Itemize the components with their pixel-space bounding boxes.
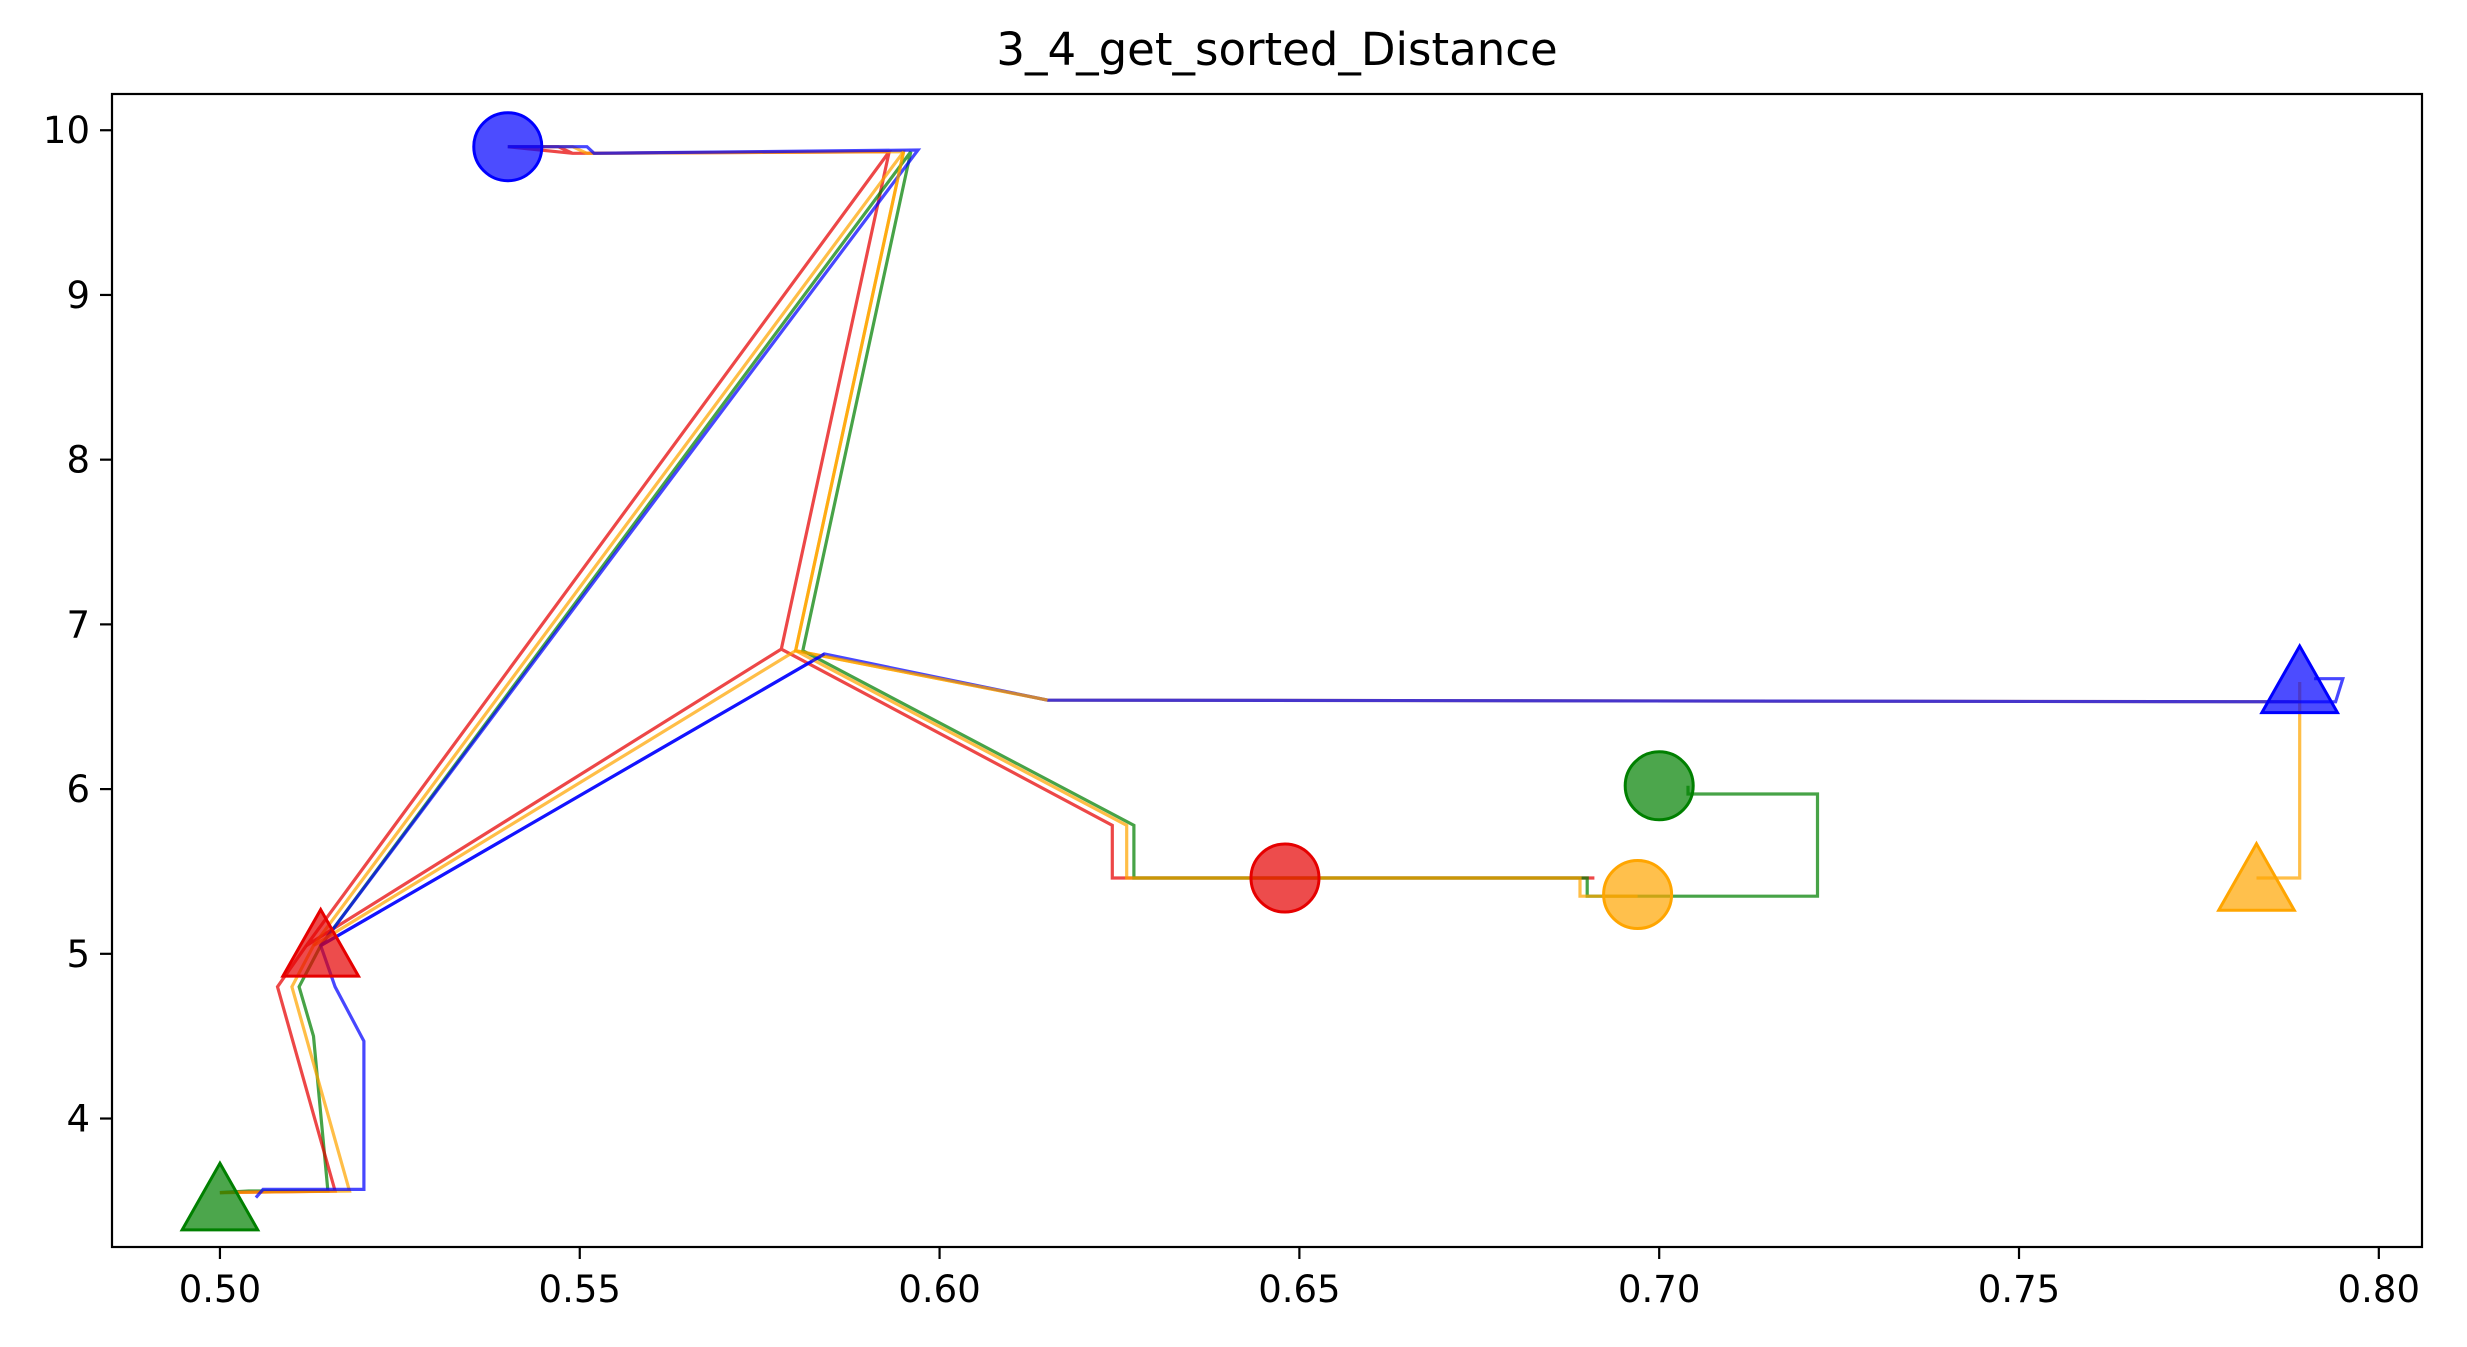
marker-layer [179,111,2341,1232]
start-marker-1 [1249,842,1321,914]
y-tick-label-0: 4 [66,1098,90,1141]
series-line-7 [312,150,905,947]
x-tick-label-1: 0.55 [539,1268,621,1311]
x-tick-label-4: 0.70 [1618,1268,1700,1311]
plot-frame [110,92,2424,1249]
series-line-2 [219,150,1820,1195]
start-marker-3 [1602,859,1674,931]
x-tick-label-0: 0.50 [179,1268,261,1311]
y-tick-label-3: 7 [66,603,90,646]
x-tick-label-6: 0.80 [2338,1268,2420,1311]
end-marker-5 [179,1160,261,1232]
end-marker-4 [280,906,362,978]
start-marker-2 [1623,750,1695,822]
x-tick-label-5: 0.75 [1978,1268,2060,1311]
plot-area [219,145,2345,1199]
series-line-0 [305,145,1595,947]
y-axis: 4 5 6 7 8 9 10 [43,109,112,1141]
start-marker-0 [472,111,544,183]
y-tick-label-6: 10 [43,109,90,152]
y-tick-label-4: 8 [66,439,90,482]
x-tick-label-2: 0.60 [898,1268,980,1311]
series-line-3 [319,145,2345,947]
y-tick-label-1: 5 [66,933,90,976]
series-line-1 [507,145,2302,880]
y-tick-label-5: 9 [66,274,90,317]
x-axis: 0.50 0.55 0.60 0.65 0.70 0.75 0.80 [179,1247,2420,1311]
y-tick-label-2: 6 [66,768,90,811]
series-line-6 [793,151,1638,898]
series-line-8 [254,652,826,1199]
end-marker-7 [2216,840,2297,912]
end-marker-6 [2259,642,2341,715]
chart-title: 3_4_get_sorted_Distance [996,23,1557,76]
x-tick-label-3: 0.65 [1258,1268,1340,1311]
